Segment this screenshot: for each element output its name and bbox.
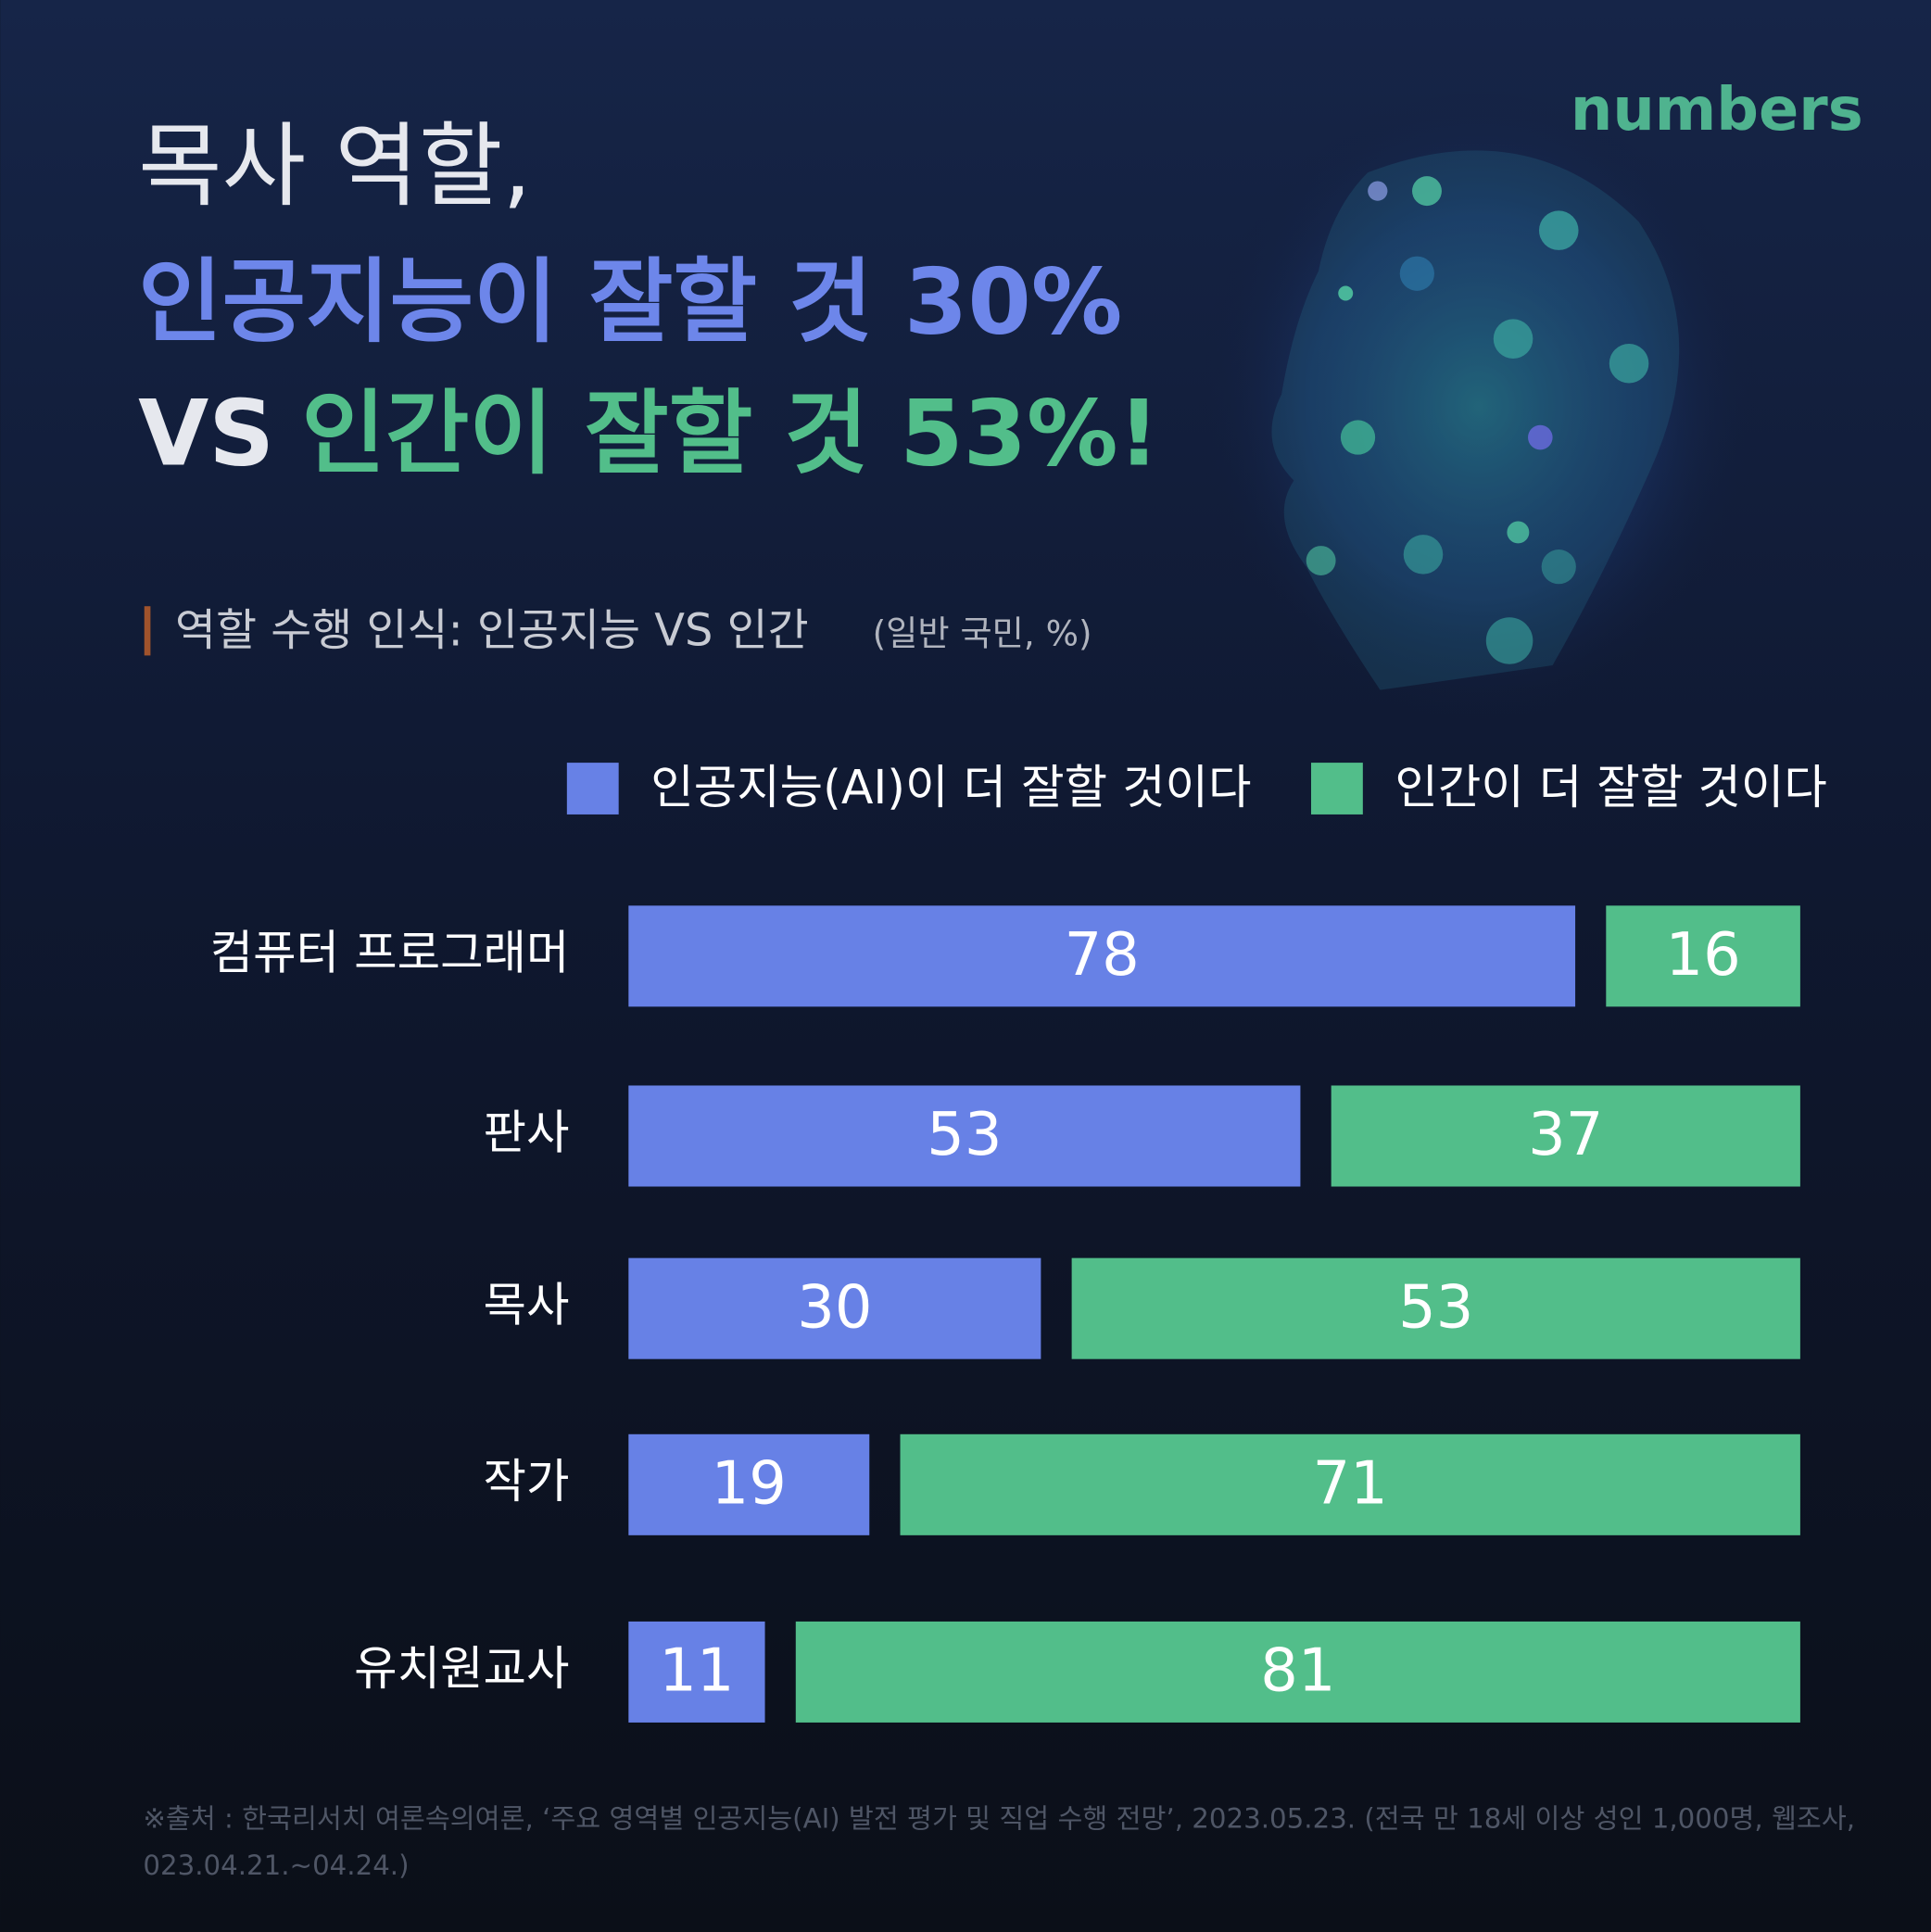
title-human: 인간이 잘할 것 53%! (301, 382, 1159, 487)
value-label: 37 (1528, 1101, 1603, 1169)
value-label: 53 (1398, 1273, 1473, 1342)
legend-swatch (566, 763, 619, 814)
category-label: 목사 (484, 1278, 570, 1332)
category-label: 유치원교사 (354, 1641, 569, 1696)
bar (1071, 1257, 1800, 1359)
head-illustration (1194, 86, 1762, 727)
bar (628, 905, 1576, 1007)
subtitle-marker (144, 606, 151, 656)
legend-label: 인간이 더 잘할 것이다 (1395, 760, 1826, 814)
category-label: 판사 (484, 1105, 570, 1160)
bar (628, 1257, 1041, 1359)
title-vs: VS (138, 382, 274, 487)
title-line-1: 목사 역할, (138, 114, 532, 220)
bar (900, 1433, 1800, 1535)
value-label: 78 (1065, 921, 1140, 990)
value-label: 81 (1260, 1637, 1335, 1706)
value-label: 53 (927, 1101, 1002, 1169)
legend-swatch (1310, 763, 1363, 814)
bar (1331, 1085, 1800, 1187)
bar (795, 1621, 1800, 1723)
value-label: 71 (1313, 1450, 1388, 1519)
value-label: 16 (1665, 921, 1740, 990)
bar (628, 1433, 870, 1535)
bar (628, 1085, 1301, 1187)
bar (1606, 905, 1800, 1007)
title-line-3: VS 인간이 잘할 것 53%! (138, 382, 1159, 487)
title-line-2: 인공지능이 잘할 것 30% (138, 249, 1122, 355)
bar (628, 1621, 765, 1723)
source-line-1: ※출처 : 한국리서치 여론속의여론, ‘주요 영역별 인공지능(AI) 발전 … (143, 1802, 1855, 1834)
value-label: 19 (712, 1450, 787, 1519)
value-label: 30 (797, 1273, 872, 1342)
logo: numbers (1571, 76, 1863, 145)
legend-label: 인공지능(AI)이 더 잘할 것이다 (650, 760, 1251, 814)
subtitle: 역할 수행 인식: 인공지능 VS 인간 (175, 605, 809, 656)
category-label: 컴퓨터 프로그래머 (210, 925, 570, 979)
value-label: 11 (659, 1637, 734, 1706)
source-line-2: 023.04.21.~04.24.) (143, 1850, 409, 1881)
category-label: 작가 (484, 1454, 570, 1509)
unit-note: (일반 국민, %) (873, 613, 1092, 654)
